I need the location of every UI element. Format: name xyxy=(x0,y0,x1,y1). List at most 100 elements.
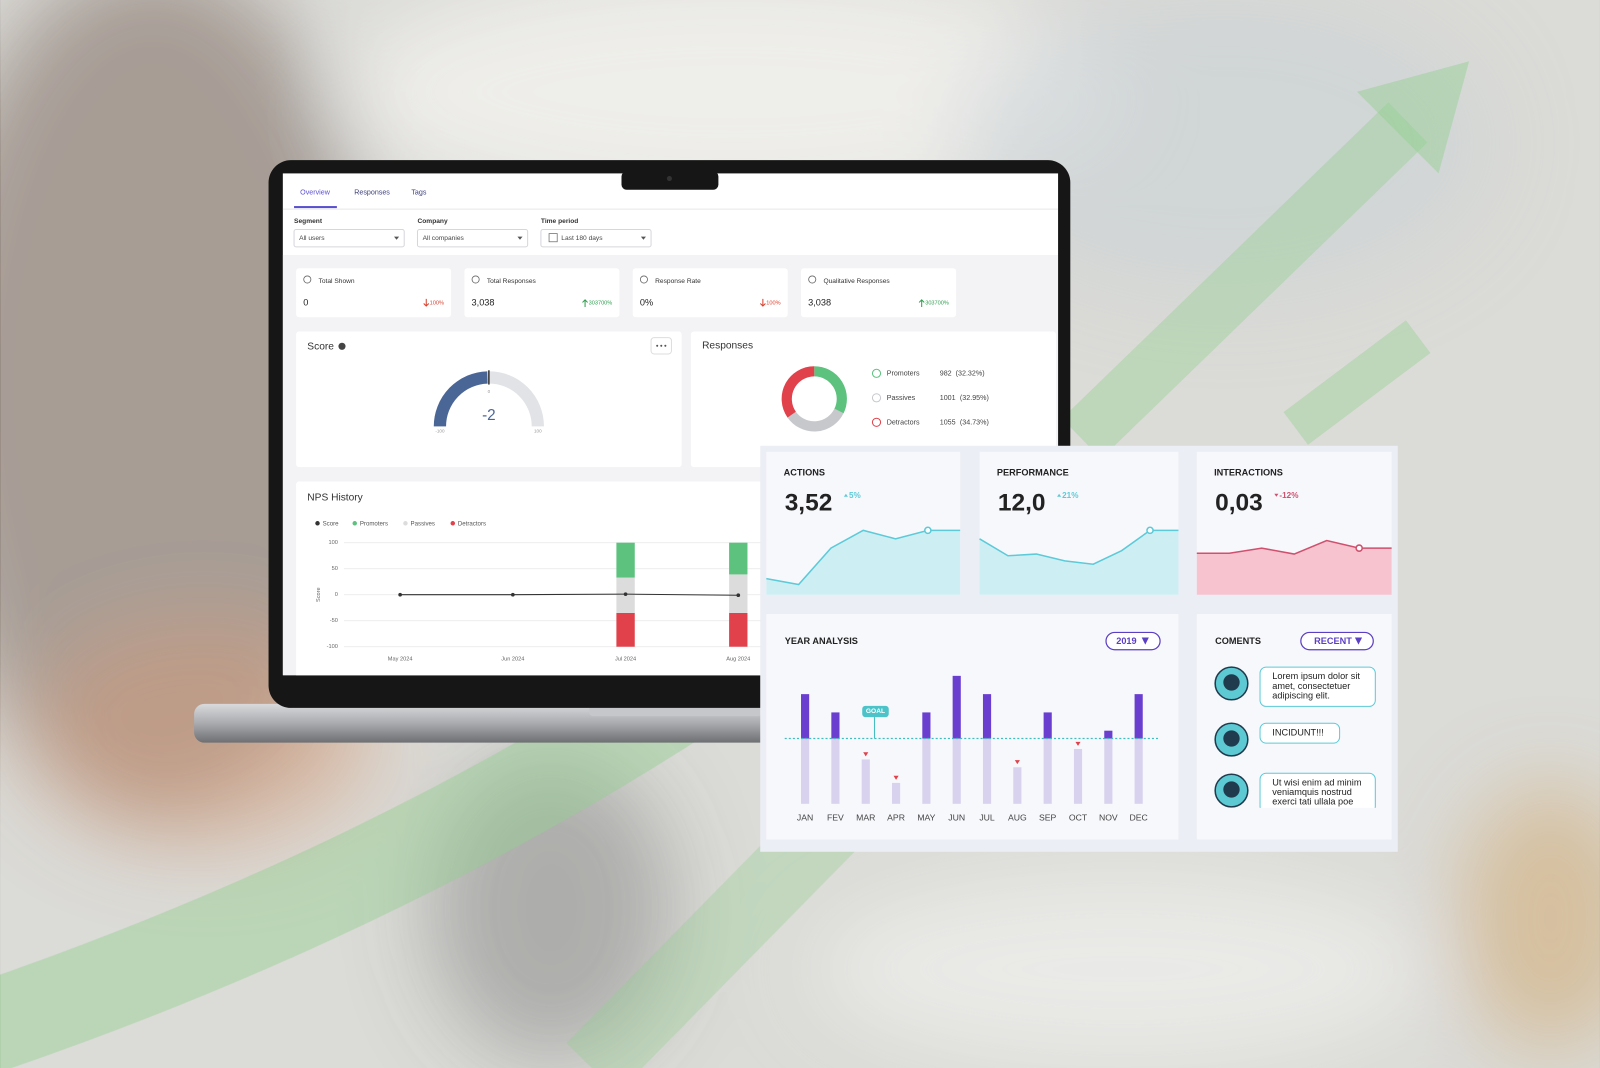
legend-icon xyxy=(871,417,882,427)
sparkline-area xyxy=(1196,540,1392,595)
bar-above-goal xyxy=(801,694,810,739)
kpi-change: 303700% xyxy=(589,300,613,306)
caret xyxy=(517,236,523,240)
year-button[interactable] xyxy=(1105,631,1161,651)
year-value: 2019 xyxy=(1116,636,1136,646)
below-goal-marker xyxy=(863,752,869,757)
bar-above-goal xyxy=(1134,694,1143,739)
widget-title: INTERACTIONS xyxy=(1214,468,1283,478)
stacked-bar xyxy=(616,612,635,647)
caret xyxy=(394,236,400,240)
dropdown-value: Last 180 days xyxy=(561,235,603,242)
legend-name: Detractors xyxy=(887,419,920,427)
bar-below-goal xyxy=(982,738,992,804)
gauge-value xyxy=(433,371,488,427)
tab[interactable]: Tags xyxy=(411,189,426,197)
avatar-face xyxy=(1223,730,1240,747)
card-title: Score xyxy=(307,342,334,353)
stacked-bar xyxy=(729,542,748,575)
bar-below-goal xyxy=(891,782,901,804)
kpi-change: 100% xyxy=(430,300,444,306)
kpi-card xyxy=(632,268,788,318)
more-dot xyxy=(664,344,667,347)
comment-bubble xyxy=(1259,666,1376,707)
bar-above-goal xyxy=(952,675,961,739)
kpi-value: 0 xyxy=(303,297,308,307)
caret xyxy=(640,236,646,240)
legend-name: Promoters xyxy=(360,520,388,527)
bar-below-goal xyxy=(1013,767,1022,804)
dropdown[interactable] xyxy=(540,229,652,248)
legend-dot xyxy=(315,521,320,526)
legend-dot xyxy=(403,521,408,526)
kpi-label: Qualitative Responses xyxy=(823,278,890,285)
y-axis-title: Score xyxy=(316,587,322,602)
widget-change: 21% xyxy=(1062,491,1079,500)
kpi-arrow xyxy=(423,298,430,307)
x-tick-label: Jun 2024 xyxy=(501,656,524,662)
kpi-icon xyxy=(471,275,480,284)
gauge-min-label: -100 xyxy=(435,429,445,434)
kpi-arrow xyxy=(918,299,925,308)
widget-value: 12,0 xyxy=(998,489,1046,516)
gauge-max-label: 100 xyxy=(534,429,542,434)
bar-above-goal xyxy=(831,712,840,739)
x-tick-label: OCT xyxy=(1069,812,1088,822)
recent-button[interactable] xyxy=(1300,631,1374,651)
tab[interactable]: Responses xyxy=(354,189,390,197)
y-tick-label: -50 xyxy=(330,618,338,624)
kpi-arrow xyxy=(582,299,588,308)
bar-below-goal xyxy=(952,738,961,804)
widget-value: 3,52 xyxy=(785,489,833,516)
change-arrow xyxy=(1274,493,1279,497)
x-tick-label: Jul 2024 xyxy=(615,656,636,662)
more-dot xyxy=(660,344,663,347)
tab[interactable]: Overview xyxy=(300,189,331,197)
comment-text: exerci tati ullala poe xyxy=(1272,797,1353,807)
score-point xyxy=(623,592,628,597)
bar-above-goal xyxy=(1043,712,1052,739)
legend-icon xyxy=(871,368,882,378)
kpi-change: 100% xyxy=(766,300,780,306)
x-tick-label: AUG xyxy=(1008,812,1027,822)
bar-below-goal xyxy=(1104,738,1113,804)
gauge-mid-label: 0 xyxy=(488,389,491,394)
dropdown[interactable] xyxy=(416,229,529,248)
x-tick-label: FEV xyxy=(827,812,844,822)
change-arrow xyxy=(843,493,848,497)
sparkline-marker xyxy=(1355,544,1363,552)
x-tick-label: JUL xyxy=(979,812,995,822)
kpi-label: Total Shown xyxy=(319,278,355,285)
dropdown-arrow xyxy=(1354,637,1363,645)
kpi-label: Total Responses xyxy=(487,278,537,285)
legend-name: Passives xyxy=(887,394,916,402)
widget-title: ACTIONS xyxy=(784,468,825,478)
avatar-face xyxy=(1223,674,1240,691)
bar-above-goal xyxy=(982,694,992,739)
x-tick-label: MAY xyxy=(917,812,935,822)
kpi-card xyxy=(296,268,452,318)
kpi-card xyxy=(801,268,957,318)
comment-text: INCIDUNT!!! xyxy=(1272,727,1323,737)
stacked-bar xyxy=(616,542,635,578)
card-title: YEAR ANALYSIS xyxy=(785,636,858,646)
active-tab-underline xyxy=(294,206,337,209)
widget-value: 0,03 xyxy=(1215,489,1263,516)
sparkline xyxy=(979,529,1179,565)
comment-bubble xyxy=(1259,722,1341,744)
legend-count: 1001 xyxy=(940,394,956,402)
comment-bubble xyxy=(1259,772,1376,808)
bar-below-goal xyxy=(861,759,870,804)
widget-change: -12% xyxy=(1279,491,1299,500)
avatar-face xyxy=(1223,781,1240,798)
donut-segment xyxy=(787,408,844,432)
legend-share: (32.95%) xyxy=(960,394,989,402)
filter-value: RECENT xyxy=(1314,636,1352,646)
dropdown[interactable] xyxy=(293,229,405,248)
x-tick-label: DEC xyxy=(1130,812,1148,822)
kpi-icon xyxy=(808,275,817,284)
legend-count: 1055 xyxy=(940,419,956,427)
kpi-icon xyxy=(303,275,312,284)
bar-above-goal xyxy=(922,712,931,739)
